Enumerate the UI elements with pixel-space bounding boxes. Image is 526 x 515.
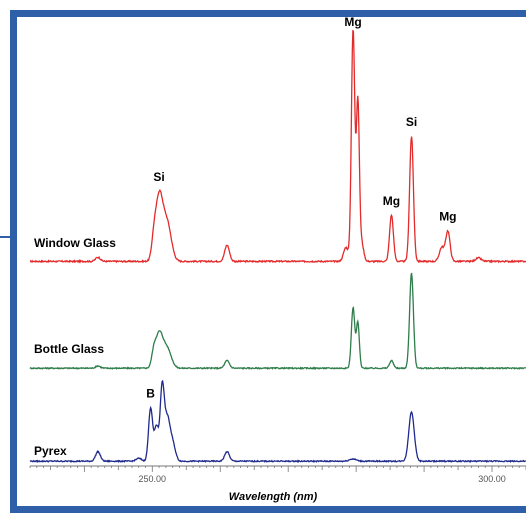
peak-label-si: Si <box>153 170 164 184</box>
series-label-window-glass: Window Glass <box>34 236 116 250</box>
x-tick-label: 300.00 <box>478 474 506 484</box>
series-label-pyrex: Pyrex <box>34 444 67 458</box>
peak-label-si: Si <box>406 115 417 129</box>
series-line-window-glass <box>29 29 526 264</box>
series-line-pyrex <box>29 379 526 464</box>
peak-label-mg: Mg <box>439 210 456 224</box>
x-tick-label: 250.00 <box>139 474 167 484</box>
x-axis-title: Wavelength (nm) <box>229 491 318 503</box>
x-axis: 250.00 300.00 <box>29 465 526 484</box>
peak-label-b: B <box>146 386 155 400</box>
series-layer <box>29 29 526 464</box>
series-line-bottle-glass <box>29 272 526 371</box>
peak-label-mg: Mg <box>344 15 361 29</box>
series-label-bottle-glass: Bottle Glass <box>34 342 104 356</box>
peak-label-mg: Mg <box>383 194 400 208</box>
label-layer: Window Glass Bottle Glass Pyrex Si Mg Mg Si Mg B <box>34 15 457 458</box>
